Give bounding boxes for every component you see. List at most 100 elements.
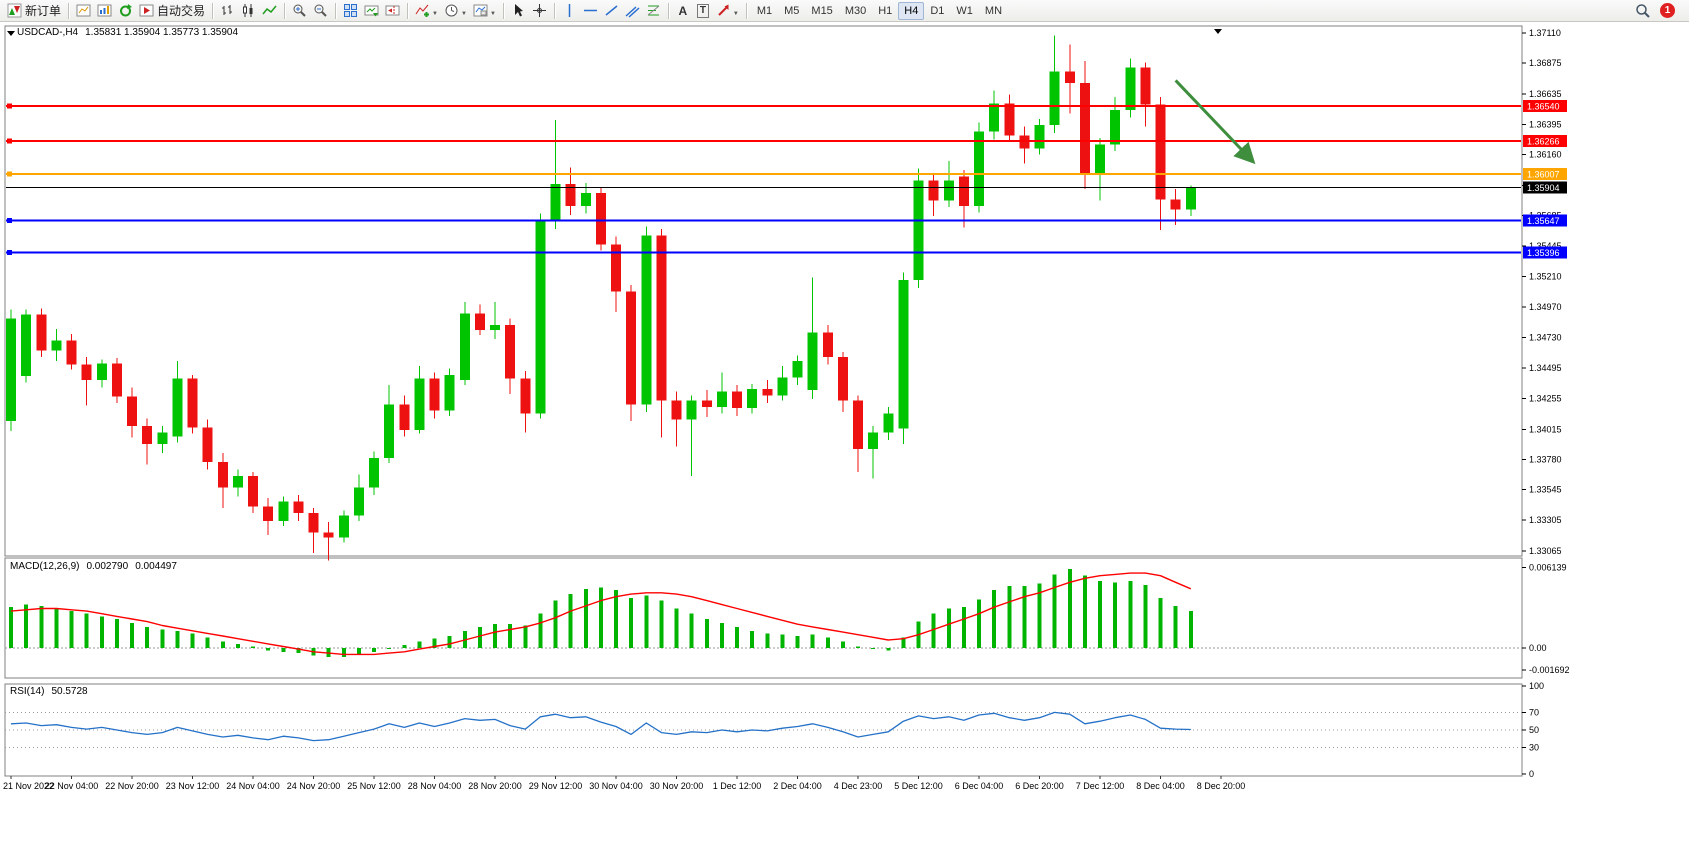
indicators-button[interactable] bbox=[412, 1, 441, 21]
new-order-label: 新订单 bbox=[25, 4, 62, 18]
zoom-out-button[interactable] bbox=[310, 1, 331, 21]
time-axis-label: 28 Nov 04:00 bbox=[408, 781, 462, 791]
horizontal-line-button[interactable] bbox=[580, 1, 601, 21]
profiles-button[interactable] bbox=[94, 1, 115, 21]
chart-shift-button[interactable] bbox=[382, 1, 403, 21]
notification-badge[interactable]: 1 bbox=[1660, 3, 1675, 18]
rsi-axis-label: 0 bbox=[1529, 769, 1534, 779]
auto-scroll-button[interactable] bbox=[361, 1, 382, 21]
bar-chart-button[interactable] bbox=[217, 1, 238, 21]
label-button[interactable]: T bbox=[693, 1, 713, 21]
macd-bar bbox=[205, 637, 210, 648]
periods-button[interactable] bbox=[441, 1, 470, 21]
price-tick-label: 1.34255 bbox=[1529, 394, 1562, 404]
price-tick-label: 1.34970 bbox=[1529, 302, 1562, 312]
timeframe-m15-button[interactable]: M15 bbox=[805, 2, 838, 20]
timeframe-m1-button[interactable]: M1 bbox=[751, 2, 778, 20]
macd-bar bbox=[825, 637, 830, 648]
macd-axis-label: 0.006139 bbox=[1529, 562, 1567, 572]
zoom-in-icon bbox=[293, 4, 306, 17]
new-chart-button[interactable] bbox=[73, 1, 94, 21]
cursor-button[interactable] bbox=[508, 1, 529, 21]
chart-shift-marker[interactable] bbox=[1214, 29, 1222, 34]
candle-body bbox=[641, 235, 652, 405]
vertical-line-button[interactable] bbox=[559, 1, 580, 21]
arrows-button[interactable] bbox=[713, 1, 742, 21]
time-axis-label: 29 Nov 12:00 bbox=[529, 781, 583, 791]
search-button[interactable] bbox=[1632, 1, 1654, 21]
cursor-icon bbox=[514, 4, 523, 17]
line-handle[interactable] bbox=[7, 217, 12, 223]
timeframe-h1-button[interactable]: H1 bbox=[872, 2, 898, 20]
macd-bar bbox=[795, 636, 800, 648]
candle-body bbox=[747, 388, 758, 409]
timeframe-h4-button[interactable]: H4 bbox=[898, 1, 925, 20]
macd-bar bbox=[402, 645, 407, 648]
main-panel bbox=[4, 25, 1523, 557]
trend-arrow-annotation[interactable] bbox=[1174, 79, 1256, 165]
time-axis-label: 6 Dec 20:00 bbox=[1015, 781, 1064, 791]
macd-bar bbox=[856, 646, 860, 648]
line-handle[interactable] bbox=[7, 103, 12, 109]
macd-panel bbox=[4, 557, 1523, 679]
crosshair-button[interactable] bbox=[529, 1, 550, 21]
price-tick-label: 1.34495 bbox=[1529, 363, 1562, 373]
candle-body bbox=[1034, 125, 1045, 149]
bar-chart-icon bbox=[222, 5, 233, 15]
candle-body bbox=[701, 400, 712, 407]
macd-bar bbox=[1022, 586, 1027, 648]
tile-windows-button[interactable] bbox=[340, 1, 361, 21]
candle-body bbox=[474, 313, 485, 331]
chart-canvas[interactable]: 1.37110 1.36875 1.36635 1.36395 1.36160 1.359… bbox=[0, 22, 1689, 859]
macd-bar bbox=[598, 587, 603, 648]
zoom-in-button[interactable] bbox=[289, 1, 310, 21]
price-badge bbox=[1523, 246, 1567, 259]
time-axis[interactable] bbox=[5, 778, 1522, 796]
macd-bar bbox=[1067, 569, 1072, 648]
new-order-button[interactable]: 新订单 bbox=[4, 1, 64, 21]
macd-bar bbox=[719, 622, 724, 648]
candle-body bbox=[217, 461, 228, 488]
macd-histogram bbox=[9, 569, 1193, 658]
price-axis[interactable] bbox=[1523, 26, 1643, 776]
line-handle[interactable] bbox=[7, 138, 12, 144]
candle-body bbox=[96, 363, 107, 380]
refresh-button[interactable] bbox=[115, 1, 136, 21]
crosshair-icon bbox=[532, 4, 546, 17]
tile-windows-icon bbox=[344, 4, 358, 17]
timeframe-w1-button[interactable]: W1 bbox=[950, 2, 979, 20]
macd-bar bbox=[871, 647, 876, 650]
line-handle[interactable] bbox=[7, 249, 12, 255]
macd-bar bbox=[886, 647, 891, 651]
price-tick-label: 1.36395 bbox=[1529, 120, 1562, 130]
toolbar-separator bbox=[745, 2, 747, 19]
macd-bar bbox=[735, 626, 739, 648]
candle-body bbox=[989, 103, 1000, 132]
candle-body bbox=[837, 356, 848, 401]
candle-body bbox=[611, 244, 621, 292]
chart-menu-icon[interactable] bbox=[7, 31, 15, 36]
fibonacci-button[interactable] bbox=[643, 1, 664, 21]
line-handle[interactable] bbox=[7, 171, 12, 177]
line-chart-button[interactable] bbox=[259, 1, 280, 21]
candle-body bbox=[595, 193, 606, 245]
macd-bar bbox=[296, 647, 301, 654]
candle-body bbox=[580, 193, 591, 206]
trendline-button[interactable] bbox=[601, 1, 622, 21]
timeframe-m5-button[interactable]: M5 bbox=[778, 2, 805, 20]
label-icon: T bbox=[696, 3, 709, 18]
text-button[interactable]: A bbox=[673, 1, 693, 21]
channel-button[interactable] bbox=[622, 1, 643, 21]
time-axis-label: 28 Nov 20:00 bbox=[468, 781, 522, 791]
timeframe-d1-button[interactable]: D1 bbox=[924, 2, 950, 20]
macd-bar bbox=[614, 590, 618, 648]
toolbar-separator bbox=[407, 2, 409, 19]
timeframe-m30-button[interactable]: M30 bbox=[839, 2, 872, 20]
auto-trading-button[interactable]: 自动交易 bbox=[136, 1, 208, 21]
templates-button[interactable] bbox=[470, 1, 499, 21]
timeframe-mn-button[interactable]: MN bbox=[979, 2, 1008, 20]
candlestick-button[interactable] bbox=[238, 1, 259, 21]
candle-body bbox=[792, 360, 803, 378]
new-chart-icon bbox=[76, 4, 91, 17]
candle-body bbox=[943, 180, 954, 201]
